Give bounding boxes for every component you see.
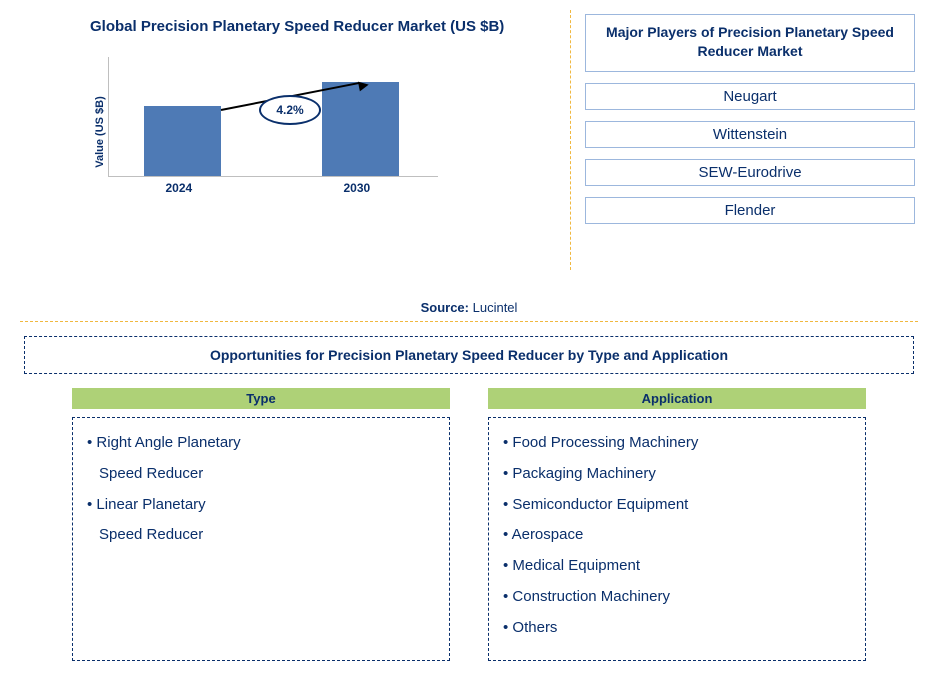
application-item: Medical Equipment: [503, 551, 853, 582]
application-item: Packaging Machinery: [503, 459, 853, 490]
opportunities-columns: Type Right Angle PlanetarySpeed ReducerL…: [24, 388, 914, 661]
application-column: Application Food Processing MachineryPac…: [488, 388, 866, 661]
growth-arrow-head: [358, 80, 370, 92]
type-item-cont: Speed Reducer: [87, 459, 437, 490]
player-box: Neugart: [585, 83, 915, 110]
vertical-divider: [570, 10, 571, 270]
player-box: Flender: [585, 197, 915, 224]
major-players-panel: Major Players of Precision Planetary Spe…: [585, 10, 915, 270]
opportunities-heading: Opportunities for Precision Planetary Sp…: [24, 336, 914, 374]
source-attribution: Source: Lucintel: [20, 300, 918, 315]
y-axis-label: Value (US $B): [94, 96, 106, 168]
chart-area: Value (US $B) 4.2% 2024 2030: [90, 57, 460, 207]
player-box: Wittenstein: [585, 121, 915, 148]
application-item: Aerospace: [503, 520, 853, 551]
x-label-2030: 2030: [344, 181, 371, 195]
application-item: Construction Machinery: [503, 582, 853, 613]
type-list: Right Angle PlanetarySpeed ReducerLinear…: [72, 417, 450, 661]
bar-2030: [322, 82, 399, 176]
chart-panel: Global Precision Planetary Speed Reducer…: [20, 10, 565, 270]
bar-plot: 4.2%: [108, 57, 438, 177]
top-row: Global Precision Planetary Speed Reducer…: [20, 10, 918, 270]
type-item: Linear Planetary: [87, 490, 437, 521]
type-header: Type: [72, 388, 450, 409]
growth-rate-badge: 4.2%: [259, 95, 321, 125]
type-column: Type Right Angle PlanetarySpeed ReducerL…: [72, 388, 450, 661]
major-players-list: Neugart Wittenstein SEW-Eurodrive Flender: [585, 83, 915, 224]
application-item: Others: [503, 613, 853, 644]
x-label-2024: 2024: [166, 181, 193, 195]
horizontal-divider: [20, 321, 918, 322]
source-label: Source:: [421, 300, 469, 315]
application-header: Application: [488, 388, 866, 409]
player-box: SEW-Eurodrive: [585, 159, 915, 186]
bar-2024: [144, 106, 221, 176]
application-item: Food Processing Machinery: [503, 428, 853, 459]
application-item: Semiconductor Equipment: [503, 490, 853, 521]
chart-title: Global Precision Planetary Speed Reducer…: [20, 18, 565, 35]
type-item: Right Angle Planetary: [87, 428, 437, 459]
application-list: Food Processing MachineryPackaging Machi…: [488, 417, 866, 661]
major-players-heading: Major Players of Precision Planetary Spe…: [585, 14, 915, 72]
opportunities-section: Opportunities for Precision Planetary Sp…: [20, 336, 918, 661]
source-value: Lucintel: [473, 300, 518, 315]
type-item-cont: Speed Reducer: [87, 520, 437, 551]
